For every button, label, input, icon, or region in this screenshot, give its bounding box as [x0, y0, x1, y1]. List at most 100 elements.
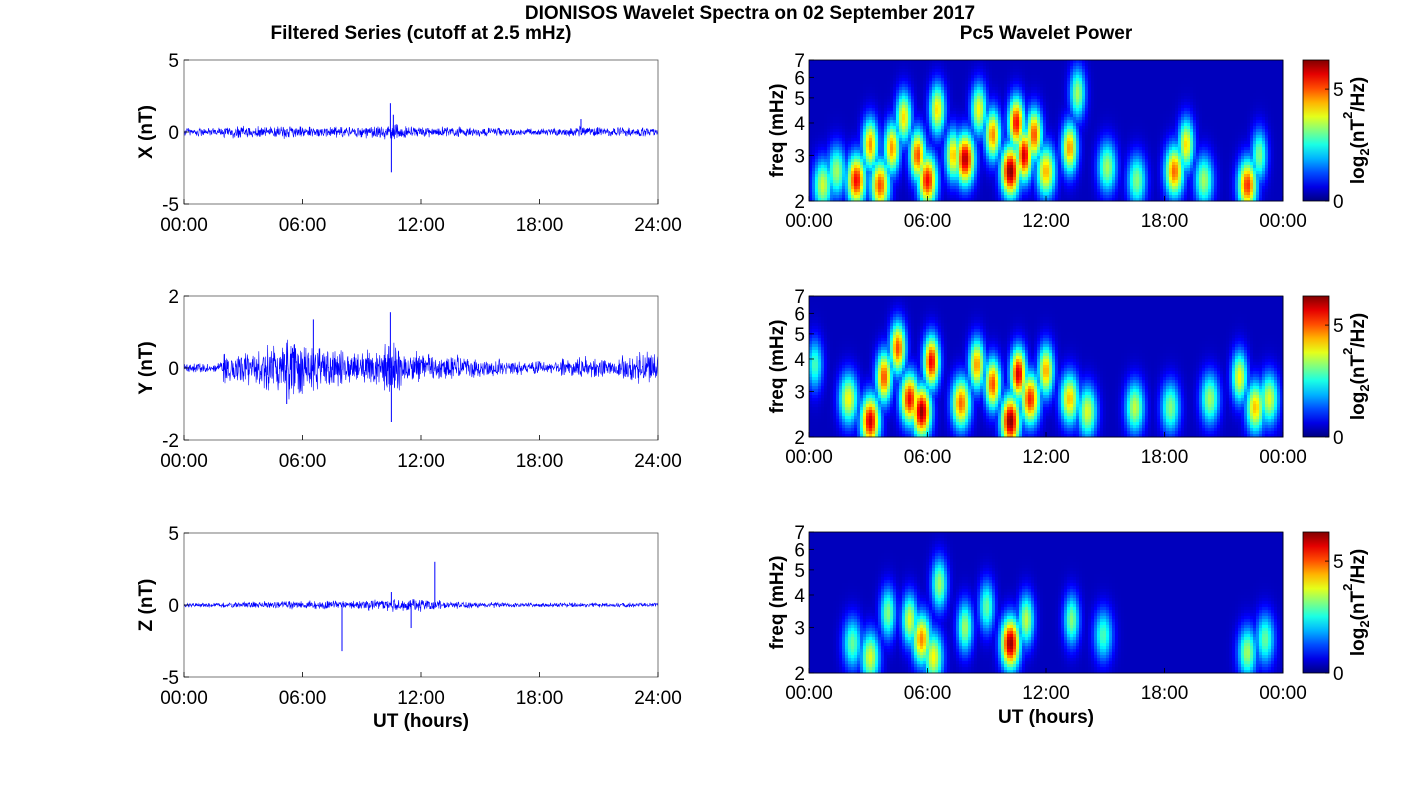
heatmap-cell [1052, 81, 1056, 85]
heatmap-cell [1274, 75, 1278, 79]
heatmap-cell [935, 66, 939, 70]
heatmap-cell [1259, 84, 1263, 88]
heatmap-cell [836, 63, 840, 67]
heatmap-cell [812, 114, 816, 118]
heatmap-cell [1007, 111, 1011, 115]
heatmap-cell [1151, 69, 1155, 73]
heatmap-cell [1001, 87, 1005, 91]
heatmap-cell [992, 75, 996, 79]
heatmap-cell [1124, 135, 1128, 139]
heatmap-cell [1049, 111, 1053, 115]
heatmap-cell [1280, 138, 1284, 142]
heatmap-cell [1268, 75, 1272, 79]
heatmap-cell [1202, 99, 1206, 103]
heatmap-cell [1010, 111, 1014, 115]
y-axis-label: Y (nT) [136, 341, 157, 394]
heatmap-cell [854, 123, 858, 127]
heatmap-cell [932, 132, 936, 136]
heatmap-cell [1082, 102, 1086, 106]
heatmap-cell [965, 63, 969, 67]
heatmap-cell [890, 141, 894, 145]
x-tick-label: 18:00 [516, 215, 564, 236]
heatmap-cell [1226, 96, 1230, 100]
heatmap-cell [929, 129, 933, 133]
heatmap-cell [809, 93, 813, 97]
heatmap-cell [971, 117, 975, 121]
heatmap-cell [1244, 141, 1248, 145]
heatmap-cell [836, 87, 840, 91]
heatmap-cell [1124, 138, 1128, 142]
heatmap-cell [959, 72, 963, 76]
heatmap-cell [944, 69, 948, 73]
heatmap-cell [1055, 117, 1059, 121]
heatmap-cell [1187, 114, 1191, 118]
heatmap-cell [845, 93, 849, 97]
heatmap-cell [992, 81, 996, 85]
heatmap-cell [836, 81, 840, 85]
heatmap-cell [1256, 111, 1260, 115]
heatmap-cell [869, 117, 873, 121]
heatmap-cell [947, 135, 951, 139]
heatmap-cell [926, 108, 930, 112]
heatmap-cell [1259, 111, 1263, 115]
heatmap-cell [1046, 114, 1050, 118]
heatmap-cell [1085, 75, 1089, 79]
heatmap-cell [1223, 87, 1227, 91]
heatmap-cell [1088, 63, 1092, 67]
heatmap-cell [1265, 114, 1269, 118]
heatmap-cell [1226, 75, 1230, 79]
heatmap-cell [926, 84, 930, 88]
heatmap-cell [1148, 111, 1152, 115]
heatmap-cell [815, 66, 819, 70]
heatmap-cell [1067, 87, 1071, 91]
heatmap-cell [1118, 126, 1122, 130]
heatmap-cell [1124, 93, 1128, 97]
heatmap-cell [1208, 117, 1212, 121]
heatmap-cell [1202, 72, 1206, 76]
heatmap-cell [989, 96, 993, 100]
heatmap-cell [1079, 111, 1083, 115]
heatmap-cell [1199, 75, 1203, 79]
heatmap-cell [938, 87, 942, 91]
heatmap-cell [920, 117, 924, 121]
heatmap-cell [1280, 108, 1284, 112]
heatmap-cell [974, 69, 978, 73]
heatmap-cell [1106, 81, 1110, 85]
heatmap-cell [1247, 108, 1251, 112]
heatmap-cell [809, 84, 813, 88]
heatmap-cell [893, 120, 897, 124]
heatmap-cell [1163, 99, 1167, 103]
heatmap-cell [1070, 102, 1074, 106]
heatmap-cell [824, 123, 828, 127]
heatmap-cell [1034, 126, 1038, 130]
heatmap-cell [1109, 84, 1113, 88]
heatmap-cell [1208, 114, 1212, 118]
heatmap-cell [860, 96, 864, 100]
heatmap-cell [893, 90, 897, 94]
heatmap-cell [941, 75, 945, 79]
heatmap-cell [830, 78, 834, 82]
heatmap-cell [944, 111, 948, 115]
heatmap-cell [968, 63, 972, 67]
heatmap-cell [1214, 111, 1218, 115]
heatmap-cell [1271, 120, 1275, 124]
heatmap-cell [1019, 84, 1023, 88]
heatmap-cell [923, 90, 927, 94]
heatmap-cell [905, 63, 909, 67]
heatmap-cell [899, 66, 903, 70]
heatmap-cell [1118, 84, 1122, 88]
heatmap-cell [995, 66, 999, 70]
heatmap-cell [977, 102, 981, 106]
heatmap-cell [824, 99, 828, 103]
heatmap-cell [1154, 78, 1158, 82]
heatmap-cell [1034, 84, 1038, 88]
heatmap-cell [863, 141, 867, 145]
heatmap-cell [845, 111, 849, 115]
heatmap-cell [872, 87, 876, 91]
heatmap-cell [917, 132, 921, 136]
heatmap-cell [965, 141, 969, 145]
heatmap-cell [1067, 117, 1071, 121]
heatmap-cell [974, 105, 978, 109]
heatmap-cell [857, 111, 861, 115]
heatmap-cell [1184, 135, 1188, 139]
